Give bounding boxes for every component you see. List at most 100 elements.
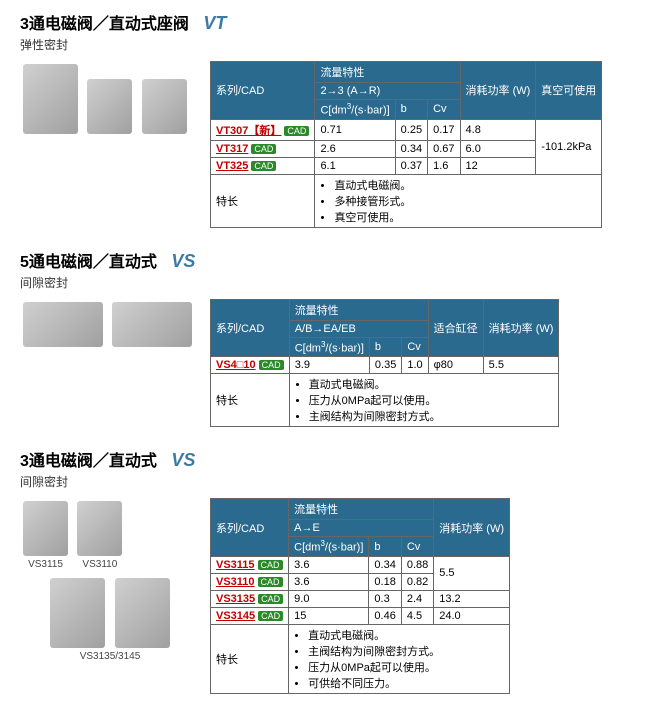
section-title: 3通电磁阀／直动式座阀 VT <box>20 10 627 34</box>
series-link[interactable]: VS3115 <box>216 559 255 571</box>
cell-cv: 0.88 <box>401 556 433 573</box>
header-flow: 流量特性 <box>289 299 428 320</box>
cad-badge[interactable]: CAD <box>259 360 284 370</box>
section-vt: 3通电磁阀／直动式座阀 VT 弹性密封 系列/CAD 流量特性 消耗功率 (W)… <box>20 10 627 228</box>
header-c: C[dm3/(s·bar)] <box>315 100 395 120</box>
header-c: C[dm3/(s·bar)] <box>289 537 369 557</box>
cell-b: 0.34 <box>369 556 401 573</box>
cell-c: 15 <box>289 607 369 624</box>
cad-badge[interactable]: CAD <box>251 144 276 154</box>
cad-badge[interactable]: CAD <box>258 560 283 570</box>
cell-cv: 0.17 <box>428 119 460 140</box>
valve-image <box>87 79 132 134</box>
cell-power: 13.2 <box>434 590 510 607</box>
feature-item: 直动式电磁阀。 <box>308 627 504 643</box>
subtitle: 间隙密封 <box>20 274 627 291</box>
feature-item: 压力从0MPa起可以使用。 <box>308 659 504 675</box>
cad-badge[interactable]: CAD <box>284 126 309 136</box>
model-label: VS <box>171 450 195 470</box>
section-title: 5通电磁阀／直动式 VS <box>20 248 627 272</box>
table-row: VS3115CAD 3.6 0.34 0.88 5.5 <box>211 556 510 573</box>
cell-cv: 1.6 <box>428 157 460 174</box>
header-flow: 流量特性 <box>315 62 460 83</box>
product-images: VS3115 VS3110 VS3135/3145 <box>20 498 200 662</box>
image-caption: VS3115 <box>20 559 71 570</box>
model-label: VS <box>171 251 195 271</box>
product-images <box>20 61 200 161</box>
table-row: VT307【新】CAD 0.71 0.25 0.17 4.8 -101.2kPa <box>211 119 602 140</box>
content-row: VS3115 VS3110 VS3135/3145 系列/CAD 流量特性 消耗… <box>20 498 627 694</box>
header-flow-sub: A/B→EA/EB <box>289 320 428 337</box>
header-series: 系列/CAD <box>211 62 315 120</box>
header-cv: Cv <box>428 100 460 120</box>
cell-power: 12 <box>460 157 536 174</box>
valve-image <box>142 79 187 134</box>
section-vs5: 5通电磁阀／直动式 VS 间隙密封 系列/CAD 流量特性 适合缸径 消耗功率 … <box>20 248 627 428</box>
header-power: 消耗功率 (W) <box>434 499 510 557</box>
cell-b: 0.18 <box>369 573 401 590</box>
feature-item: 主阀结构为间隙密封方式。 <box>309 408 554 424</box>
series-link[interactable]: VS4□10 <box>216 359 256 371</box>
feature-cell: 直动式电磁阀。 主阀结构为间隙密封方式。 压力从0MPa起可以使用。 可供给不同… <box>289 624 510 693</box>
header-series: 系列/CAD <box>211 299 290 357</box>
cad-badge[interactable]: CAD <box>251 161 276 171</box>
cell-c: 6.1 <box>315 157 395 174</box>
table-row: VS4□10CAD 3.9 0.35 1.0 φ80 5.5 <box>211 357 559 374</box>
header-b: b <box>395 100 427 120</box>
spec-table: 系列/CAD 流量特性 消耗功率 (W) 真空可使用 2→3 (A→R) C[d… <box>210 61 602 228</box>
header-power: 消耗功率 (W) <box>483 299 559 357</box>
title-text: 3通电磁阀／直动式 <box>20 453 157 470</box>
feature-item: 可供给不同压力。 <box>308 675 504 691</box>
cell-power: 5.5 <box>483 357 559 374</box>
content-row: 系列/CAD 流量特性 适合缸径 消耗功率 (W) A/B→EA/EB C[dm… <box>20 299 627 428</box>
header-flow-sub: A→E <box>289 520 434 537</box>
feature-item: 直动式电磁阀。 <box>309 376 554 392</box>
valve-image <box>23 64 78 134</box>
series-link[interactable]: VS3145 <box>216 610 255 622</box>
cell-c: 2.6 <box>315 140 395 157</box>
feature-item: 直动式电磁阀。 <box>334 177 596 193</box>
content-row: 系列/CAD 流量特性 消耗功率 (W) 真空可使用 2→3 (A→R) C[d… <box>20 61 627 228</box>
series-link[interactable]: VT317 <box>216 143 248 155</box>
spec-table: 系列/CAD 流量特性 适合缸径 消耗功率 (W) A/B→EA/EB C[dm… <box>210 299 559 428</box>
header-power: 消耗功率 (W) <box>460 62 536 120</box>
series-link[interactable]: VT325 <box>216 160 248 172</box>
cell-c: 3.6 <box>289 573 369 590</box>
cell-b: 0.37 <box>395 157 427 174</box>
valve-image <box>50 578 105 648</box>
valve-image <box>23 501 68 556</box>
subtitle: 间隙密封 <box>20 473 627 490</box>
series-link[interactable]: VS3135 <box>216 593 255 605</box>
cad-badge[interactable]: CAD <box>258 594 283 604</box>
cell-cv: 1.0 <box>402 357 428 374</box>
cell-cv: 2.4 <box>401 590 433 607</box>
series-link[interactable]: VS3110 <box>216 576 255 588</box>
cell-power: 4.8 <box>460 119 536 140</box>
cell-c: 3.6 <box>289 556 369 573</box>
section-title: 3通电磁阀／直动式 VS <box>20 447 627 471</box>
cell-vacuum: -101.2kPa <box>536 119 602 174</box>
feature-row: 特长 直动式电磁阀。 压力从0MPa起可以使用。 主阀结构为间隙密封方式。 <box>211 374 559 427</box>
cell-c: 0.71 <box>315 119 395 140</box>
table-row: VS3135CAD 9.0 0.3 2.4 13.2 <box>211 590 510 607</box>
valve-image <box>115 578 170 648</box>
feature-item: 多种接管形式。 <box>334 193 596 209</box>
header-b: b <box>369 537 401 557</box>
image-caption: VS3135/3145 <box>20 651 200 662</box>
header-flow-sub: 2→3 (A→R) <box>315 83 460 100</box>
cell-cv: 0.67 <box>428 140 460 157</box>
valve-image <box>23 302 103 347</box>
cell-b: 0.25 <box>395 119 427 140</box>
header-cv: Cv <box>402 337 428 357</box>
title-text: 5通电磁阀／直动式 <box>20 254 157 271</box>
series-link[interactable]: VT307【新】 <box>216 125 281 137</box>
feature-cell: 直动式电磁阀。 多种接管形式。 真空可使用。 <box>315 174 602 227</box>
subtitle: 弹性密封 <box>20 36 627 53</box>
cad-badge[interactable]: CAD <box>258 577 283 587</box>
cell-power: 6.0 <box>460 140 536 157</box>
header-c: C[dm3/(s·bar)] <box>289 337 369 357</box>
header-b: b <box>369 337 401 357</box>
feature-label: 特长 <box>211 624 289 693</box>
feature-row: 特长 直动式电磁阀。 多种接管形式。 真空可使用。 <box>211 174 602 227</box>
cad-badge[interactable]: CAD <box>258 611 283 621</box>
